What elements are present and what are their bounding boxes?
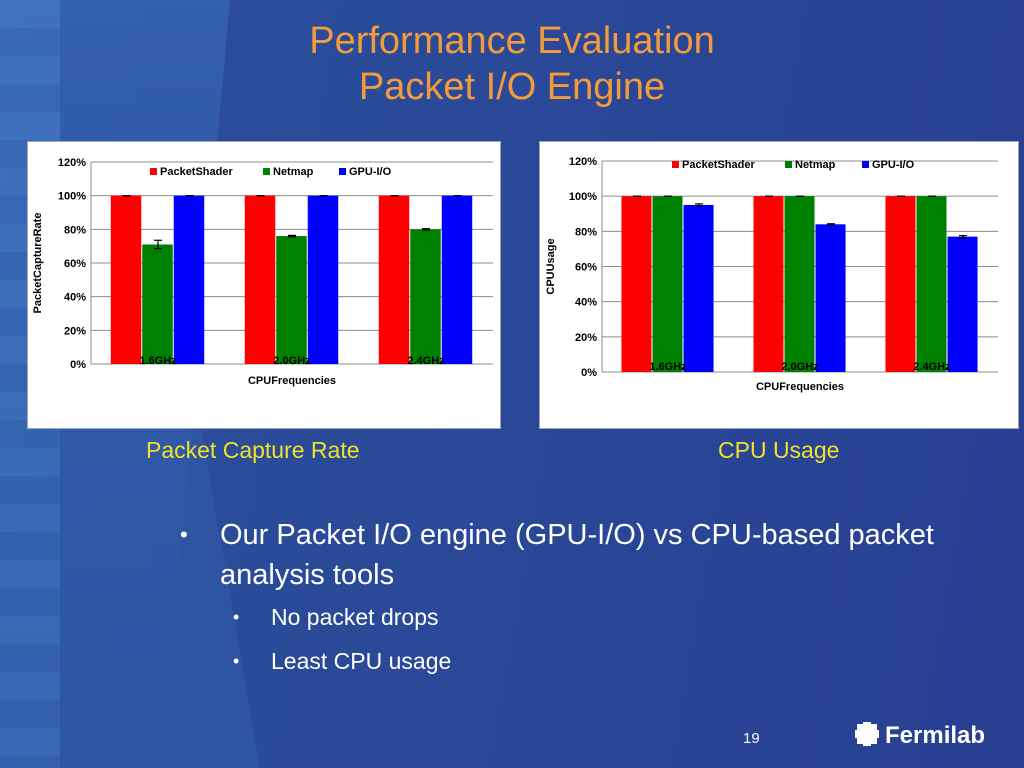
legend-swatch bbox=[862, 161, 869, 168]
bar bbox=[410, 229, 440, 364]
bar bbox=[684, 205, 714, 372]
cpu-usage-chart: 0% 20% 40% 60% 80% 100% 120% 1.6 GHz 2.0… bbox=[540, 142, 1018, 428]
bar bbox=[621, 196, 651, 372]
legend-label: PacketShader bbox=[160, 166, 233, 178]
y-tick-label: 60% bbox=[575, 262, 597, 274]
y-tick-label: 80% bbox=[575, 226, 597, 238]
bar bbox=[308, 196, 338, 364]
bar bbox=[916, 196, 946, 372]
x-tick-label: 1.6 GHz bbox=[139, 355, 177, 367]
y-axis-label: Packet Capture Rate bbox=[32, 213, 44, 314]
slide-title: Performance Evaluation Packet I/O Engine bbox=[0, 18, 1024, 110]
bullet-main-text: Our Packet I/O engine (GPU-I/O) vs CPU-b… bbox=[220, 519, 934, 591]
bar bbox=[276, 236, 306, 364]
legend-label: GPU-I/O bbox=[349, 166, 392, 178]
bullet-list: • Our Packet I/O engine (GPU-I/O) vs CPU… bbox=[180, 515, 1010, 683]
bullet-sub: • No packet drops bbox=[180, 595, 1010, 639]
y-tick-label: 100% bbox=[569, 191, 597, 203]
bar bbox=[948, 237, 978, 372]
bar bbox=[174, 196, 204, 364]
bar bbox=[142, 244, 172, 364]
title-line-1: Performance Evaluation bbox=[0, 18, 1024, 64]
x-tick-label: 2.0 GHz bbox=[781, 361, 819, 373]
bullet-sub: • Least CPU usage bbox=[180, 639, 1010, 683]
bullet-main: • Our Packet I/O engine (GPU-I/O) vs CPU… bbox=[180, 515, 1010, 595]
legend-label: GPU-I/O bbox=[872, 159, 915, 171]
x-tick-label: 2.4 GHz bbox=[407, 355, 445, 367]
x-axis-label: CPU Frequencies bbox=[756, 381, 844, 393]
page-number: 19 bbox=[743, 730, 760, 747]
bar bbox=[652, 196, 682, 372]
bar bbox=[885, 196, 915, 372]
fermilab-icon bbox=[855, 722, 879, 746]
legend-label: Netmap bbox=[795, 159, 836, 171]
chart-panel-capture-rate: 0% 20% 40% 60% 80% 100% 120% 1.6 GHz 2.0… bbox=[27, 141, 501, 429]
bar bbox=[245, 196, 275, 364]
y-tick-label: 40% bbox=[64, 292, 86, 304]
y-tick-label: 0% bbox=[581, 367, 597, 379]
fermilab-logo: Fermilab bbox=[855, 722, 985, 750]
x-tick-label: 2.0 GHz bbox=[273, 355, 311, 367]
y-tick-label: 120% bbox=[58, 157, 86, 169]
legend-label: Netmap bbox=[273, 166, 314, 178]
y-tick-label: 80% bbox=[64, 224, 86, 236]
legend-swatch bbox=[785, 161, 792, 168]
capture-rate-chart: 0% 20% 40% 60% 80% 100% 120% 1.6 GHz 2.0… bbox=[28, 142, 500, 428]
caption-cpu-usage: CPU Usage bbox=[718, 437, 839, 464]
y-tick-label: 40% bbox=[575, 297, 597, 309]
y-tick-label: 100% bbox=[58, 191, 86, 203]
legend-swatch bbox=[150, 168, 157, 175]
bar bbox=[111, 196, 141, 364]
y-tick-label: 60% bbox=[64, 258, 86, 270]
title-line-2: Packet I/O Engine bbox=[0, 64, 1024, 110]
bullet-icon: • bbox=[180, 515, 188, 555]
legend-swatch bbox=[263, 168, 270, 175]
y-tick-label: 0% bbox=[70, 359, 86, 371]
y-tick-label: 120% bbox=[569, 156, 597, 168]
bar bbox=[816, 224, 846, 372]
bullet-icon: • bbox=[233, 595, 239, 639]
bar bbox=[379, 196, 409, 364]
bullet-sub-text: Least CPU usage bbox=[271, 648, 451, 674]
x-tick-label: 1.6 GHz bbox=[649, 361, 687, 373]
x-axis-label: CPU Frequencies bbox=[248, 375, 336, 387]
bar bbox=[753, 196, 783, 372]
legend-swatch bbox=[672, 161, 679, 168]
logo-text: Fermilab bbox=[885, 722, 985, 749]
y-tick-label: 20% bbox=[64, 325, 86, 337]
bullet-icon: • bbox=[233, 639, 239, 683]
caption-capture-rate: Packet Capture Rate bbox=[146, 437, 360, 464]
bullet-sub-text: No packet drops bbox=[271, 604, 438, 630]
y-axis-label: CPU Usage bbox=[545, 238, 557, 294]
x-tick-label: 2.4 GHz bbox=[913, 361, 951, 373]
y-tick-label: 20% bbox=[575, 332, 597, 344]
legend-label: PacketShader bbox=[682, 159, 755, 171]
bar bbox=[442, 196, 472, 364]
legend-swatch bbox=[339, 168, 346, 175]
chart-panel-cpu-usage: 0% 20% 40% 60% 80% 100% 120% 1.6 GHz 2.0… bbox=[539, 141, 1019, 429]
bar bbox=[784, 196, 814, 372]
